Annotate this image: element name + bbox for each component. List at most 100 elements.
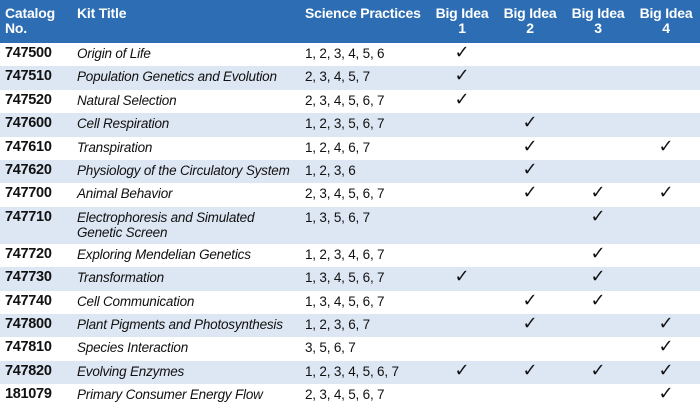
big-idea-1-check: ✓ [428,66,496,90]
kit-title: Transformation [72,267,300,291]
big-idea-3-check [564,384,632,408]
kit-title: Primary Consumer Energy Flow [72,384,300,408]
kit-title: Transpiration [72,136,300,160]
science-practices: 1, 3, 5, 6, 7 [300,206,428,244]
big-idea-3-check: ✓ [564,243,632,268]
catalog-number: 747820 [0,360,72,385]
big-idea-4-check: ✓ [632,360,700,385]
table-row: 747740 Cell Communication 1, 3, 4, 5, 6, 7… [0,290,700,314]
catalog-number: 747610 [0,136,72,160]
big-idea-2-check: ✓ [496,290,564,314]
big-idea-3-check [564,43,632,67]
table-row: 747700 Animal Behavior 2, 3, 4, 5, 6, 7 ✓ ✓ ✓ [0,183,700,207]
big-idea-2-check [496,43,564,67]
big-idea-3-check [564,66,632,90]
kit-title: Physiology of the Circulatory System [72,159,300,184]
kit-title: Species Interaction [72,337,300,361]
science-practices: 1, 2, 3, 4, 6, 7 [300,243,428,268]
science-practices: 2, 3, 4, 5, 6, 7 [300,183,428,207]
catalog-number: 747510 [0,66,72,90]
big-idea-2-check: ✓ [496,159,564,184]
big-idea-3-check [564,313,632,338]
table-row: 181079 Primary Consumer Energy Flow 2, 3, … [0,384,700,408]
big-idea-1-check [428,113,496,137]
kit-title: Natural Selection [72,89,300,114]
table-row: 747800 Plant Pigments and Photosynthesis 1… [0,313,700,338]
header-big-idea-1: Big Idea 1 [428,0,496,43]
catalog-number: 747600 [0,113,72,137]
header-kit-title: Kit Title [72,0,300,43]
table-row: 747600 Cell Respiration 1, 2, 3, 5, 6, 7 ✓ [0,113,700,137]
big-idea-3-check: ✓ [564,290,632,314]
science-practices: 1, 2, 3, 4, 5, 6 [300,43,428,67]
big-idea-1-check [428,206,496,244]
table-row: 747520 Natural Selection 2, 3, 4, 5, 6, 7 ✓ [0,89,700,114]
big-idea-4-check [632,89,700,114]
big-idea-4-check: ✓ [632,183,700,207]
big-idea-1-check [428,384,496,408]
kit-title: Animal Behavior [72,183,300,207]
kit-title: Cell Respiration [72,113,300,137]
big-idea-1-check: ✓ [428,360,496,385]
big-idea-3-check: ✓ [564,183,632,207]
table-row: 747610 Transpiration 1, 2, 4, 6, 7 ✓ ✓ [0,136,700,160]
big-idea-2-check [496,384,564,408]
catalog-number: 747500 [0,43,72,67]
table-row: 747510 Population Genetics and Evolution 2… [0,66,700,90]
kit-title: Cell Communication [72,290,300,314]
kit-title: Plant Pigments and Photosynthesis [72,313,300,338]
kit-title: Origin of Life [72,43,300,67]
table-row: 747720 Exploring Mendelian Genetics 1, 2, … [0,243,700,268]
table-row: 747620 Physiology of the Circulatory Syst… [0,159,700,184]
big-idea-1-check [428,183,496,207]
big-idea-4-check [632,43,700,67]
big-idea-4-check: ✓ [632,337,700,361]
science-practices: 1, 2, 3, 4, 5, 6, 7 [300,360,428,385]
science-practices: 2, 3, 4, 5, 7 [300,66,428,90]
big-idea-2-check: ✓ [496,313,564,338]
big-idea-4-check: ✓ [632,313,700,338]
catalog-number: 747620 [0,159,72,184]
science-practices: 1, 2, 4, 6, 7 [300,136,428,160]
kit-title: Exploring Mendelian Genetics [72,243,300,268]
big-idea-1-check: ✓ [428,267,496,291]
header-catalog: Catalog No. [0,0,72,43]
big-idea-2-check: ✓ [496,136,564,160]
big-idea-4-check [632,267,700,291]
science-practices: 1, 3, 4, 5, 6, 7 [300,290,428,314]
science-practices: 1, 3, 4, 5, 6, 7 [300,267,428,291]
catalog-number: 747520 [0,89,72,114]
table-body: 747500 Origin of Life 1, 2, 3, 4, 5, 6 ✓ 747… [0,43,700,408]
big-idea-1-check [428,337,496,361]
header-row: Catalog No. Kit Title Science Practices … [0,0,700,43]
big-idea-3-check [564,337,632,361]
big-idea-3-check: ✓ [564,206,632,244]
big-idea-4-check [632,290,700,314]
big-idea-1-check [428,136,496,160]
big-idea-3-check [564,89,632,114]
big-idea-4-check [632,243,700,268]
big-idea-4-check: ✓ [632,136,700,160]
big-idea-2-check [496,243,564,268]
big-idea-1-check [428,159,496,184]
science-practices: 1, 2, 3, 6 [300,159,428,184]
catalog-number: 747700 [0,183,72,207]
big-idea-3-check [564,113,632,137]
catalog-number: 747800 [0,313,72,338]
big-idea-4-check [632,206,700,244]
header-big-idea-2: Big Idea 2 [496,0,564,43]
big-idea-3-check: ✓ [564,267,632,291]
table-row: 747730 Transformation 1, 3, 4, 5, 6, 7 ✓ ✓ [0,267,700,291]
big-idea-2-check: ✓ [496,183,564,207]
header-science-practices: Science Practices [300,0,428,43]
big-idea-2-check [496,267,564,291]
big-idea-4-check [632,113,700,137]
science-practices: 3, 5, 6, 7 [300,337,428,361]
big-idea-1-check [428,313,496,338]
big-idea-2-check [496,337,564,361]
catalog-number: 747720 [0,243,72,268]
table-row: 747710 Electrophoresis and Simulated Gene… [0,206,700,244]
big-idea-3-check: ✓ [564,360,632,385]
science-practices: 1, 2, 3, 6, 7 [300,313,428,338]
science-practices: 1, 2, 3, 5, 6, 7 [300,113,428,137]
